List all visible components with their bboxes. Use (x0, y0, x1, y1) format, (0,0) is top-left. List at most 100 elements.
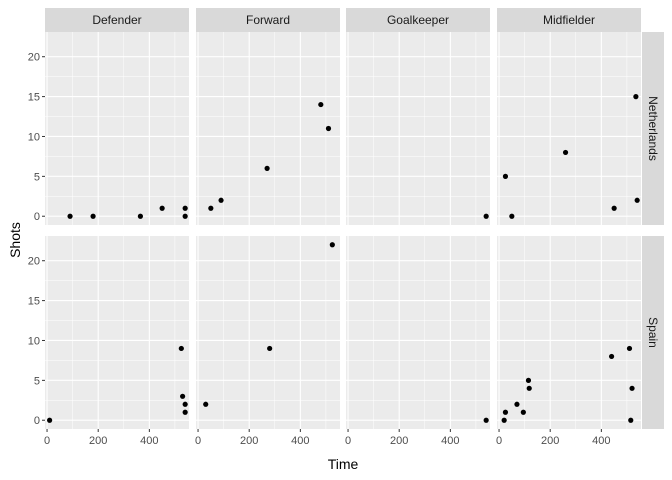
strip-midfielder: Midfielder (497, 8, 641, 32)
x-tick-label: 200 (240, 435, 258, 447)
data-point (325, 125, 332, 132)
panel-netherlands-forward (196, 32, 340, 225)
data-points (203, 242, 335, 407)
panel-netherlands-goalkeeper (346, 32, 490, 225)
strip-netherlands: Netherlands (642, 32, 664, 225)
data-point (182, 213, 188, 219)
data-points (502, 93, 640, 219)
x-tick-label: 200 (89, 435, 107, 447)
data-points (208, 101, 332, 211)
data-point (501, 417, 507, 423)
panel-background (497, 236, 641, 429)
strip-background (45, 8, 189, 32)
panel-background (45, 32, 189, 225)
strip-goalkeeper: Goalkeeper (346, 8, 490, 32)
x-tick-label: 0 (345, 435, 351, 447)
x-tick-label: 0 (195, 435, 201, 447)
strip-background (346, 8, 490, 32)
gridlines (497, 32, 641, 225)
x-tick-label: 0 (44, 435, 50, 447)
data-point (628, 417, 634, 423)
data-point (182, 205, 188, 211)
y-tick-label: 20 (28, 52, 40, 64)
y-tick-label: 0 (34, 415, 40, 427)
data-point (502, 409, 509, 415)
x-tick-label: 0 (496, 435, 502, 447)
x-tick-label: 400 (592, 435, 610, 447)
panel-background (346, 32, 490, 225)
gridlines (45, 236, 189, 429)
y-tick-label: 10 (28, 131, 40, 143)
data-point (520, 409, 526, 415)
x-tick-label: 400 (291, 435, 309, 447)
panel-background (497, 32, 641, 225)
y-tick-label: 20 (28, 256, 40, 268)
strip-background (196, 8, 340, 32)
strip-label: Netherlands (646, 96, 660, 161)
x-tick-label: 200 (541, 435, 559, 447)
y-tick-label: 5 (34, 375, 40, 387)
y-axis-title: Shots (7, 222, 23, 258)
strip-forward: Forward (196, 8, 340, 32)
data-point (264, 165, 270, 171)
panel-spain-midfielder (497, 236, 641, 429)
data-point (203, 401, 209, 407)
x-tick-label: 400 (441, 435, 459, 447)
data-point (502, 173, 509, 179)
strips-layer: Defender Forward Goalkeeper Midfielder Nethe… (45, 8, 664, 429)
data-points (501, 345, 635, 423)
strip-label: Forward (246, 13, 290, 27)
panel-background (346, 236, 490, 429)
strip-label: Midfielder (543, 13, 595, 27)
panel-background (196, 236, 340, 429)
data-point (180, 393, 186, 399)
data-point (182, 409, 188, 415)
data-point (318, 101, 324, 108)
data-point (608, 353, 615, 360)
gridlines (45, 32, 189, 225)
data-point (483, 417, 489, 423)
data-point (159, 205, 165, 211)
y-tick-label: 15 (28, 92, 40, 104)
x-tick-label: 200 (390, 435, 408, 447)
data-point (611, 205, 617, 211)
strip-label: Defender (92, 13, 141, 27)
y-tick-label: 10 (28, 335, 40, 347)
data-point (178, 345, 184, 352)
data-point (329, 242, 335, 248)
strip-background (642, 32, 664, 225)
data-point (47, 417, 53, 423)
data-point (267, 345, 273, 352)
data-point (483, 213, 489, 219)
strip-background (497, 8, 641, 32)
data-point (525, 377, 532, 383)
panel-spain-goalkeeper (346, 236, 490, 429)
panel-spain-defender (45, 236, 189, 429)
data-points (67, 205, 188, 219)
data-point (218, 197, 224, 203)
data-point (182, 401, 188, 407)
x-tick-label: 400 (140, 435, 158, 447)
data-point (626, 345, 633, 352)
strip-label: Goalkeeper (387, 13, 449, 27)
panel-background (196, 32, 340, 225)
y-tick-label: 0 (34, 211, 40, 223)
data-point (208, 205, 214, 211)
y-tick-label: 15 (28, 296, 40, 308)
y-tick-label: 5 (34, 171, 40, 183)
panel-netherlands-defender (45, 32, 189, 225)
strip-label: Spain (646, 317, 660, 348)
data-point (509, 213, 515, 219)
gridlines (497, 236, 641, 429)
panels-layer (45, 32, 641, 429)
strip-spain: Spain (642, 236, 664, 429)
panel-spain-forward (196, 236, 340, 429)
data-point (514, 401, 520, 407)
data-point (137, 213, 144, 219)
gridlines (196, 236, 340, 429)
strip-defender: Defender (45, 8, 189, 32)
data-point (562, 149, 569, 156)
data-point (90, 213, 96, 219)
